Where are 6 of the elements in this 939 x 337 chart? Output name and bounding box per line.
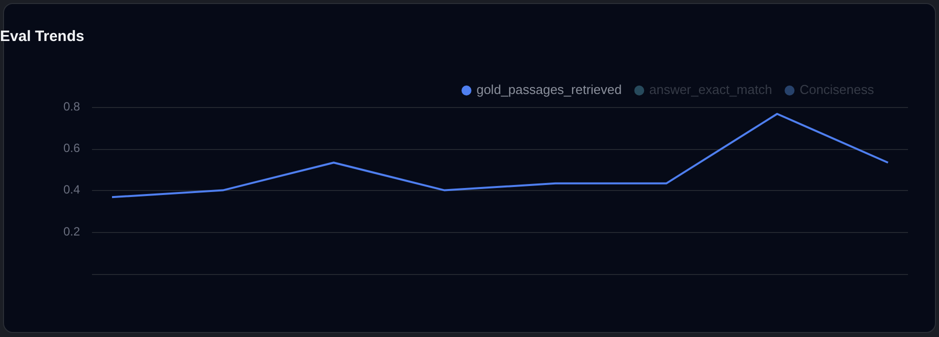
y-tick-label: 0.4	[63, 182, 80, 197]
y-tick-label: 0.8	[63, 99, 80, 114]
y-tick-label: 0.6	[63, 140, 80, 155]
y-tick-label: 0.2	[63, 224, 80, 238]
legend-label: gold_passages_retrieved	[476, 82, 622, 98]
chart-title: Eval Trends	[0, 28, 84, 46]
